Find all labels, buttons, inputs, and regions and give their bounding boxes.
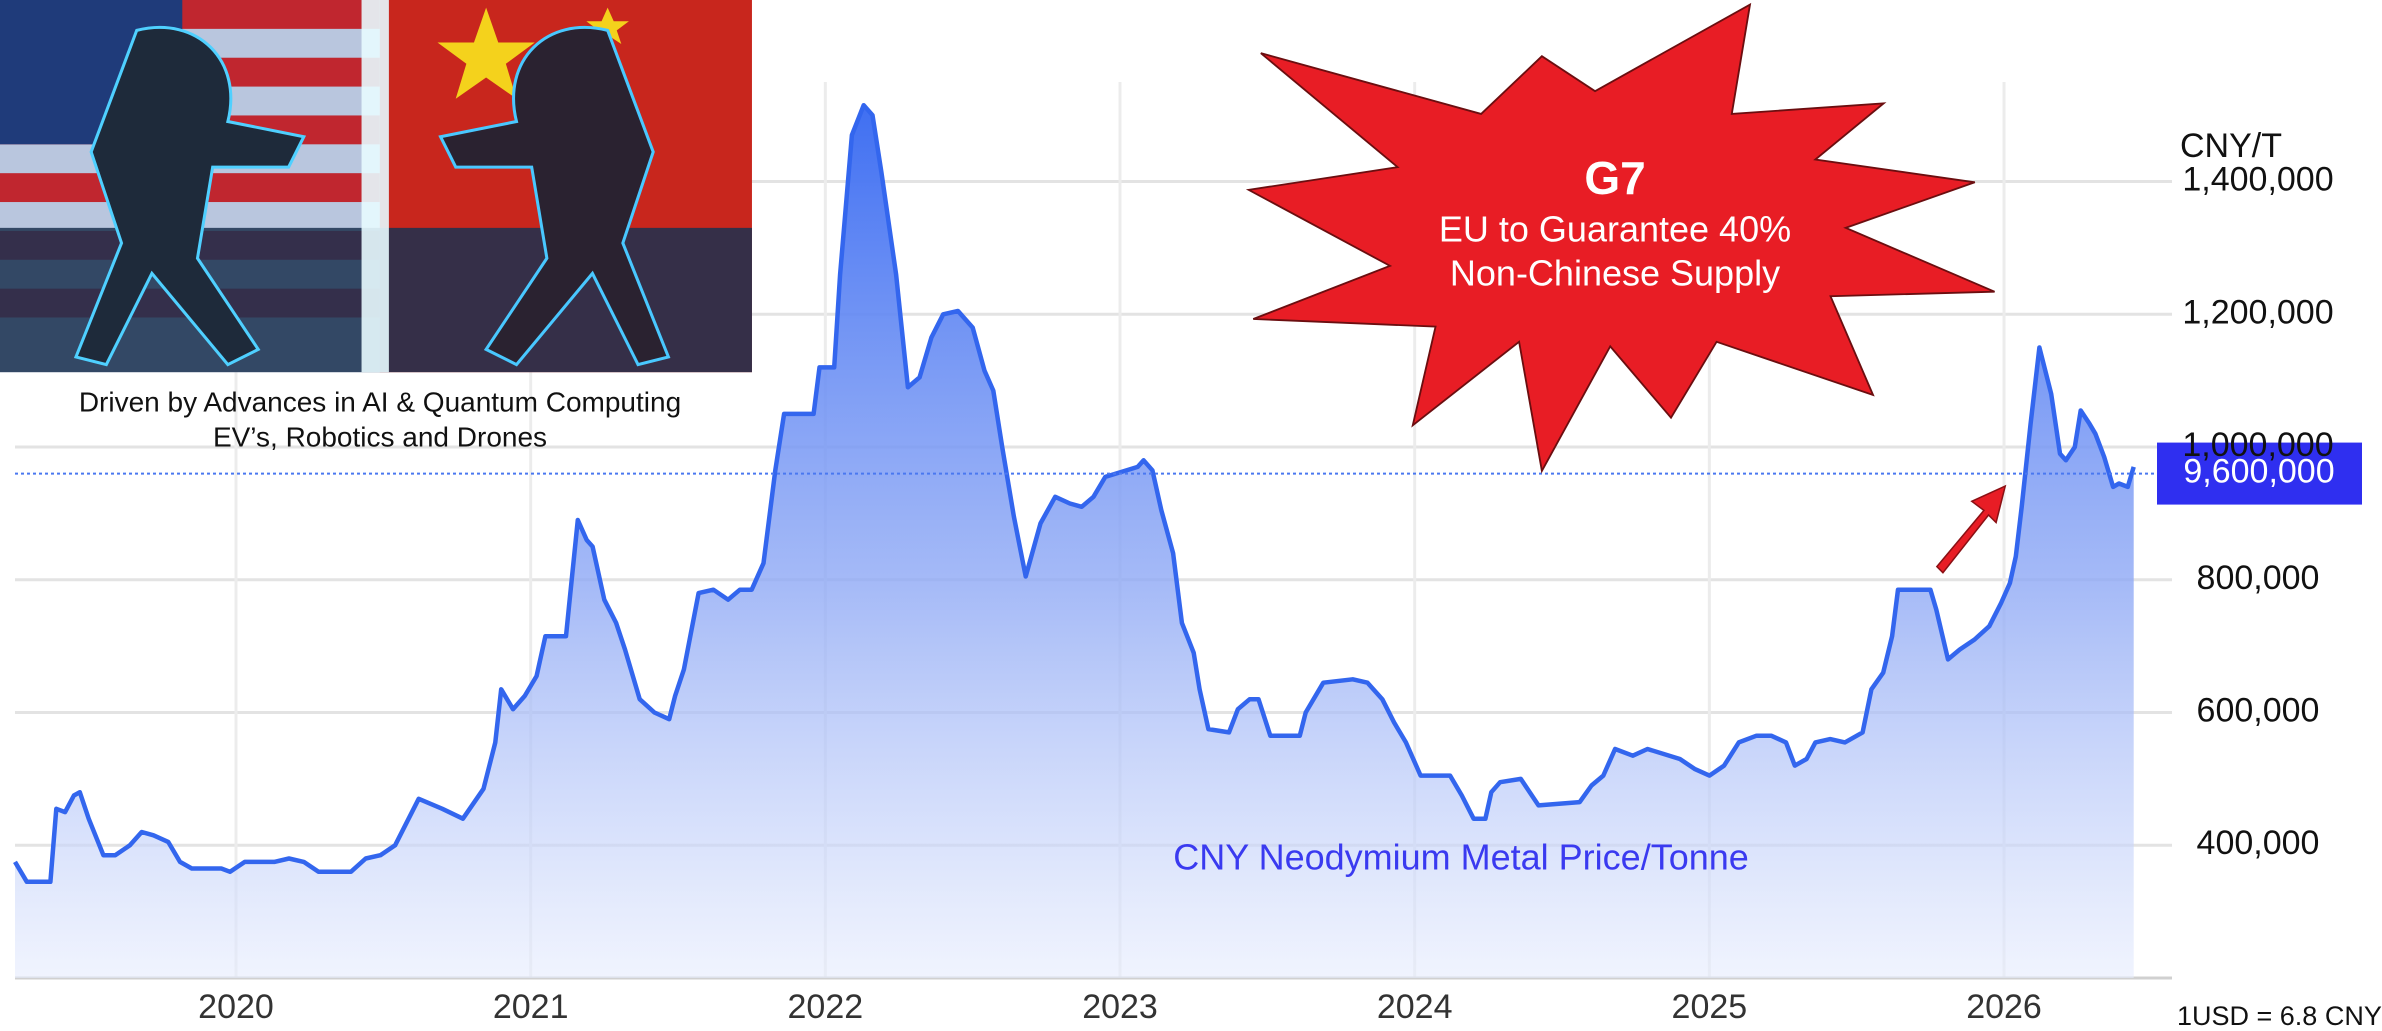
y-tick-label: 1,400,000 (2182, 161, 2333, 199)
light-beam (362, 0, 389, 372)
x-tick-label: 2023 (1082, 988, 1158, 1026)
y-tick-label: 1,000,000 (2182, 426, 2333, 464)
y-tick-label: 400,000 (2197, 824, 2320, 862)
y-tick-label: 800,000 (2197, 559, 2320, 597)
illustration (0, 0, 752, 372)
note: 1USD = 6.8 CNY (2177, 1001, 2382, 1031)
x-tick-label: 2022 (788, 988, 864, 1026)
x-tick-label: 2026 (1966, 988, 2042, 1026)
x-tick-label: 2025 (1672, 988, 1748, 1026)
caption: EV’s, Robotics and Drones (213, 421, 547, 452)
starburst-text: Non-Chinese Supply (1450, 253, 1780, 294)
y-axis-label: CNY/T (2180, 127, 2282, 165)
series-label: CNY Neodymium Metal Price/Tonne (1173, 837, 1749, 878)
x-tick-label: 2020 (198, 988, 274, 1026)
page: {"chart_data": { "type": "line", "y_axis… (0, 0, 2382, 1031)
caption: Driven by Advances in AI & Quantum Compu… (79, 386, 681, 417)
starburst-text: EU to Guarantee 40% (1439, 209, 1791, 250)
x-tick-label: 2024 (1377, 988, 1453, 1026)
y-tick-label: 600,000 (2197, 692, 2320, 730)
starburst-title: G7 (1584, 152, 1645, 204)
arrow (1937, 486, 2005, 573)
y-tick-label: 1,200,000 (2182, 293, 2333, 331)
x-tick-label: 2021 (493, 988, 569, 1026)
chart: Driven by Advances in AI & Quantum Compu… (0, 0, 2382, 1031)
